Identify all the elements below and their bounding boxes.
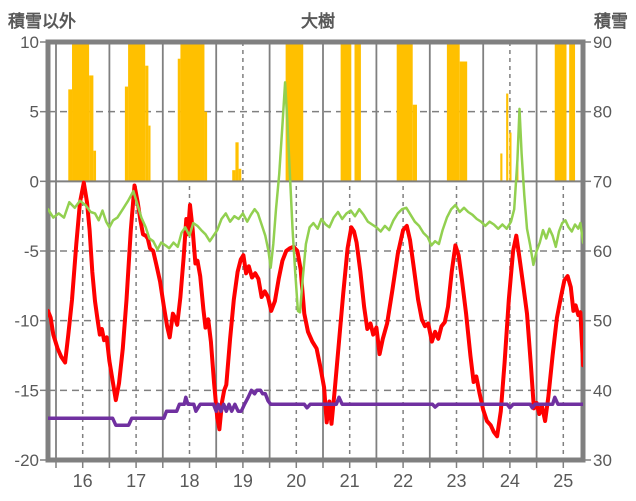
sunshine-bars <box>68 42 576 182</box>
left-axis-tick-label: -20 <box>14 451 39 470</box>
right-axis-tick-label: 70 <box>593 172 612 191</box>
axis-ticks <box>40 41 591 468</box>
right-axis-tick-label: 30 <box>593 451 612 470</box>
x-axis-day-label: 21 <box>340 471 360 491</box>
right-axis-tick-label: 60 <box>593 242 612 261</box>
snow-depth-line <box>48 388 583 427</box>
right-axis-tick-label: 50 <box>593 312 612 331</box>
x-axis-day-label: 17 <box>126 471 146 491</box>
x-axis-day-label: 25 <box>553 471 573 491</box>
x-axis-day-label: 16 <box>73 471 93 491</box>
x-axis-day-label: 20 <box>286 471 306 491</box>
left-axis-tick-label: -5 <box>24 242 39 261</box>
right-axis-tick-label: 80 <box>593 103 612 122</box>
left-axis-tick-label: 10 <box>20 33 39 52</box>
page-title: 大樹 <box>301 12 335 32</box>
left-axis-tick-label: 0 <box>30 172 39 191</box>
x-axis-day-label: 23 <box>446 471 466 491</box>
left-axis-tick-label: -15 <box>14 381 39 400</box>
left-axis-tick-label: 5 <box>30 103 39 122</box>
x-axis-day-label: 22 <box>393 471 413 491</box>
x-axis-day-label: 24 <box>500 471 520 491</box>
temperature-line <box>48 180 583 439</box>
left-axis-title: 積雪以外 <box>8 12 76 32</box>
x-axis-day-label: 18 <box>179 471 199 491</box>
green-line <box>48 81 583 314</box>
right-axis-tick-label: 90 <box>593 33 612 52</box>
plot-border <box>45 39 586 463</box>
right-axis-title: 積雪 <box>594 12 628 32</box>
x-axis-day-label: 19 <box>233 471 253 491</box>
right-axis-tick-label: 40 <box>593 381 612 400</box>
left-axis-tick-label: -10 <box>14 312 39 331</box>
